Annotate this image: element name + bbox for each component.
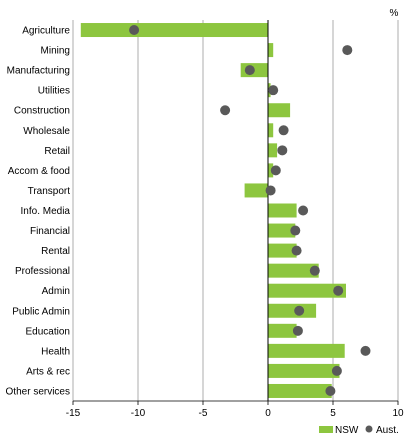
bar-nsw (268, 203, 297, 218)
category-label: Admin (42, 286, 70, 297)
dot-aust (270, 165, 281, 176)
bar-nsw (268, 163, 274, 178)
bar-nsw (268, 283, 346, 298)
dot-aust (294, 305, 305, 316)
bar-nsw (268, 243, 297, 258)
aust-dots (129, 25, 371, 396)
bar-nsw (268, 263, 319, 278)
category-label: Wholesale (23, 126, 70, 137)
category-label: Construction (14, 106, 70, 117)
x-tick-labels: -15 -10 -5 0 5 10 (66, 408, 404, 419)
category-label: Transport (28, 186, 71, 197)
unit-label: % (390, 8, 399, 19)
dot-aust (278, 125, 289, 136)
category-labels: Agriculture Mining Manufacturing Utilities C… (6, 26, 71, 398)
bar-nsw (268, 383, 332, 398)
category-label: Arts & rec (26, 366, 70, 377)
category-label: Agriculture (22, 26, 70, 37)
x-tick-label: -10 (131, 408, 146, 419)
bar-nsw (268, 223, 296, 238)
x-tick-label: -5 (199, 408, 208, 419)
category-label: Public Admin (12, 306, 70, 317)
category-label: Education (26, 326, 70, 337)
legend-nsw-label: NSW (335, 425, 359, 436)
bar-nsw (268, 143, 278, 158)
category-label: Manufacturing (7, 66, 70, 77)
dot-aust (309, 265, 320, 276)
dot-aust (292, 325, 303, 336)
category-label: Mining (41, 46, 70, 57)
bar-nsw (268, 363, 340, 378)
category-label: Professional (15, 266, 70, 277)
dot-aust (290, 225, 301, 236)
legend-aust-dot (365, 425, 373, 433)
category-label: Health (41, 346, 70, 357)
dot-aust (291, 245, 302, 256)
dot-aust (277, 145, 288, 156)
dot-aust (331, 365, 342, 376)
bar-nsw (268, 343, 345, 358)
nsw-bars (80, 23, 346, 398)
bar-nsw (268, 303, 317, 318)
dot-aust (220, 105, 231, 116)
dot-aust (360, 345, 371, 356)
bar-nsw (268, 43, 274, 58)
x-tick-label: 0 (265, 408, 271, 419)
category-label: Other services (6, 386, 70, 397)
dot-aust (129, 25, 140, 36)
legend: NSW Aust. (319, 425, 399, 436)
bar-nsw (268, 103, 291, 118)
bar-nsw (80, 23, 268, 38)
dot-aust (333, 285, 344, 296)
x-tick-label: 5 (330, 408, 336, 419)
dot-aust (268, 85, 279, 96)
category-label: Utilities (38, 86, 70, 97)
dot-aust (342, 45, 353, 56)
bar-nsw (268, 123, 274, 138)
bar-nsw (244, 183, 268, 198)
dot-aust (265, 185, 276, 196)
dot-aust (244, 65, 255, 76)
legend-nsw-swatch (319, 426, 333, 433)
category-label: Retail (44, 146, 70, 157)
category-label: Accom & food (8, 166, 70, 177)
dot-aust (325, 385, 336, 396)
x-tick-label: -15 (66, 408, 81, 419)
category-label: Info. Media (21, 206, 71, 217)
bar-nsw (268, 323, 297, 338)
category-label: Financial (30, 226, 70, 237)
legend-aust-label: Aust. (376, 425, 399, 436)
dot-aust (298, 205, 309, 216)
x-tick-label: 10 (392, 408, 404, 419)
gridlines (72, 20, 399, 405)
category-label: Rental (41, 246, 70, 257)
